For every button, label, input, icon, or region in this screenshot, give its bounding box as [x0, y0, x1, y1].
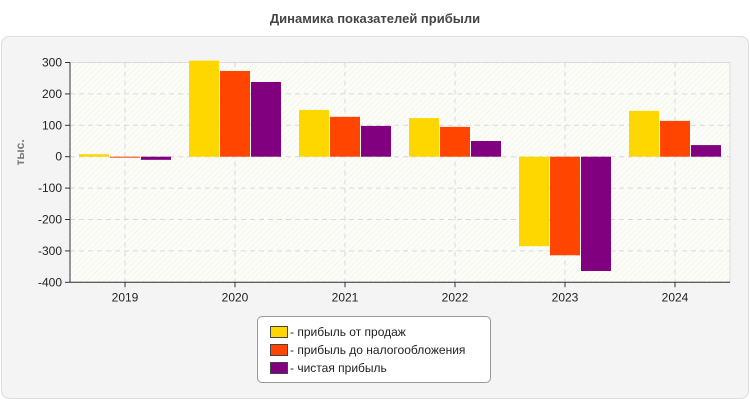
legend-label: - чистая прибыль — [290, 361, 387, 375]
x-tick-label: 2021 — [332, 290, 359, 304]
y-tick-label: 300 — [42, 56, 62, 70]
bar — [660, 120, 690, 157]
legend-item: - прибыль до налогообложения — [270, 343, 465, 357]
bar — [189, 60, 219, 157]
legend-swatch — [270, 344, 288, 356]
bar — [519, 156, 549, 247]
x-tick-label: 2019 — [112, 290, 139, 304]
bar — [330, 116, 360, 157]
y-tick-label: -100 — [38, 181, 62, 195]
legend-item: - чистая прибыль — [270, 361, 387, 375]
bar — [471, 141, 501, 157]
x-tick-label: 2022 — [442, 290, 469, 304]
bar — [361, 125, 391, 157]
bar — [251, 81, 281, 157]
bar — [220, 70, 250, 157]
legend-label: - прибыль от продаж — [290, 325, 406, 339]
legend-label: - прибыль до налогообложения — [290, 343, 466, 357]
bar — [691, 145, 721, 157]
bar — [409, 118, 439, 157]
legend: - прибыль от продаж - прибыль до налогоо… — [257, 316, 491, 383]
bar — [629, 110, 659, 157]
legend-swatch — [270, 326, 288, 338]
bar — [550, 156, 580, 256]
bar — [299, 109, 329, 157]
plot-area — [69, 62, 731, 283]
y-tick-label: -400 — [38, 275, 62, 289]
x-tick-label: 2023 — [552, 290, 579, 304]
y-tick-label: 100 — [42, 118, 62, 132]
y-tick-label: 200 — [42, 87, 62, 101]
bar — [581, 156, 611, 271]
bar — [141, 156, 171, 160]
chart-title: Динамика показателей прибыли — [269, 11, 481, 26]
y-tick-label: -200 — [38, 213, 62, 227]
legend-swatch — [270, 362, 288, 374]
bar — [79, 154, 109, 157]
bar — [440, 126, 470, 157]
bar — [110, 156, 140, 158]
y-axis-label: тыс. — [13, 139, 27, 165]
y-tick-label: 0 — [55, 150, 62, 164]
x-tick-label: 2020 — [222, 290, 249, 304]
x-tick-label: 2024 — [662, 290, 689, 304]
legend-item: - прибыль от продаж — [270, 325, 406, 339]
y-tick-label: -300 — [38, 244, 62, 258]
